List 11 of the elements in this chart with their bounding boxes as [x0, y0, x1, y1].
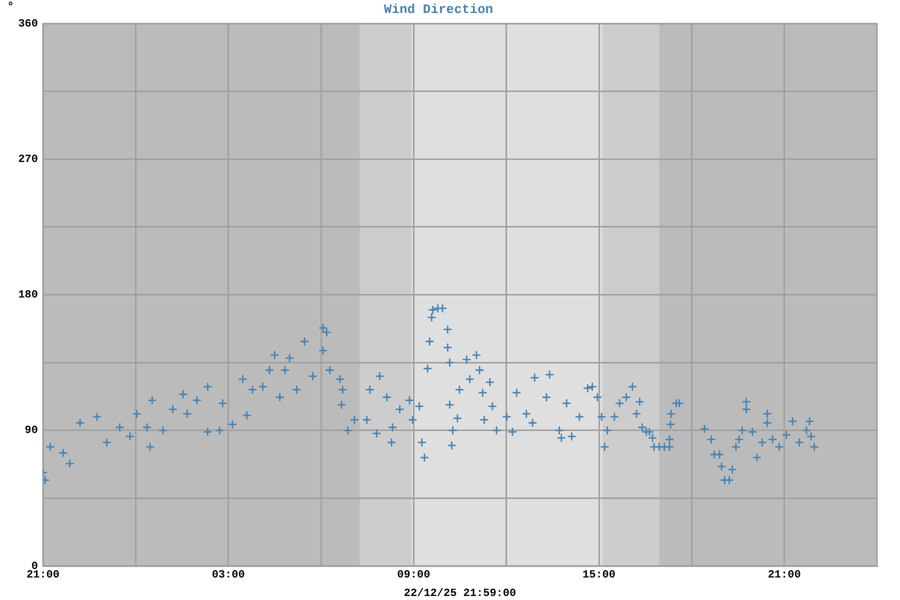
x-tick-label: 09:00 [397, 569, 430, 582]
y-tick-label: 90 [24, 425, 38, 438]
y-axis-title: ° [7, 0, 14, 14]
x-tick-label: 21:00 [768, 569, 801, 582]
chart-title: Wind Direction [384, 2, 494, 18]
y-tick-label: 180 [18, 290, 38, 302]
x-axis-title: 22/12/25 21:59:00 [404, 588, 516, 600]
x-tick-label: 03:00 [212, 569, 245, 582]
y-tick-label: 360 [18, 18, 38, 30]
y-tick-label: 270 [18, 154, 38, 166]
x-tick-label: 15:00 [582, 569, 616, 582]
